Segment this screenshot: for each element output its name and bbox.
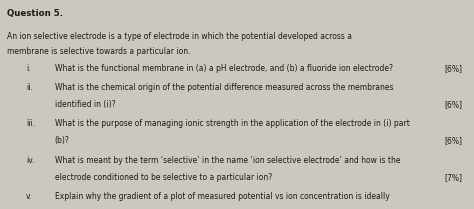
Text: [6%]: [6%] [444,136,462,145]
Text: An ion selective electrode is a type of electrode in which the potential develop: An ion selective electrode is a type of … [7,32,352,41]
Text: (b)?: (b)? [55,136,69,145]
Text: i.: i. [26,64,31,73]
Text: What is the purpose of managing ionic strength in the application of the electro: What is the purpose of managing ionic st… [55,119,410,128]
Text: ii.: ii. [26,83,33,92]
Text: iii.: iii. [26,119,35,128]
Text: Question 5.: Question 5. [7,9,63,18]
Text: What is the functional membrane in (a) a pH electrode, and (b) a fluoride ion el: What is the functional membrane in (a) a… [55,64,392,73]
Text: What is the chemical origin of the potential difference measured across the memb: What is the chemical origin of the poten… [55,83,393,92]
Text: [6%]: [6%] [444,64,462,73]
Text: Explain why the gradient of a plot of measured potential vs ion concentration is: Explain why the gradient of a plot of me… [55,192,389,201]
Text: v.: v. [26,192,32,201]
Text: What is meant by the term ‘selective’ in the name ‘ion selective electrode’ and : What is meant by the term ‘selective’ in… [55,156,400,165]
Text: electrode conditioned to be selective to a particular ion?: electrode conditioned to be selective to… [55,173,272,182]
Text: membrane is selective towards a particular ion.: membrane is selective towards a particul… [7,47,191,56]
Text: iv.: iv. [26,156,35,165]
Text: [7%]: [7%] [444,173,462,182]
Text: identified in (i)?: identified in (i)? [55,100,115,109]
Text: [6%]: [6%] [444,100,462,109]
